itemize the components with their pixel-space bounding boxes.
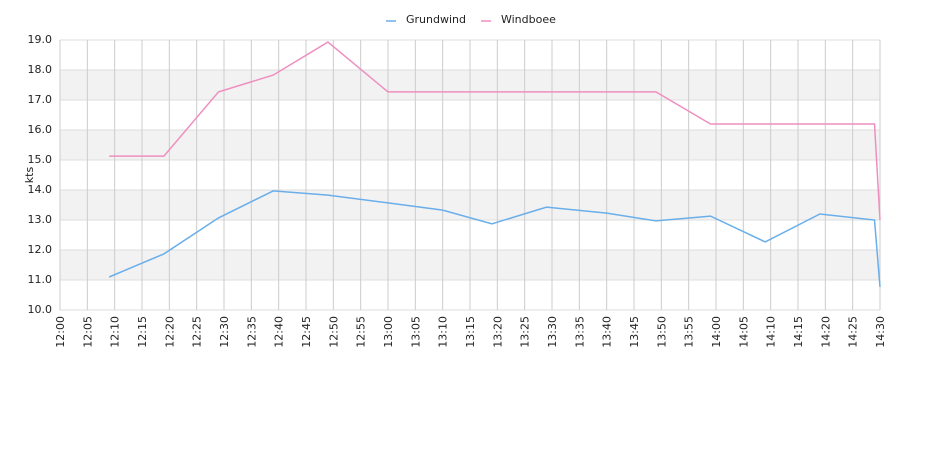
series-line	[109, 41, 881, 221]
x-tick-label: 12:45	[300, 316, 313, 348]
legend-label: Windboee	[501, 13, 556, 26]
x-tick-label: 13:10	[437, 316, 450, 348]
x-tick-label: 12:05	[81, 316, 94, 348]
x-tick-label: 12:25	[191, 316, 204, 348]
x-tick-label: 12:35	[245, 316, 258, 348]
legend-label: Grundwind	[406, 13, 466, 26]
x-tick-label: 13:50	[655, 316, 668, 348]
x-tick-label: 13:20	[491, 316, 504, 348]
y-tick-label: 16.0	[28, 123, 53, 136]
x-tick-label: 12:10	[109, 316, 122, 348]
x-tick-label: 13:35	[573, 316, 586, 348]
y-tick-label: 18.0	[28, 63, 53, 76]
x-tick-label: 14:15	[792, 316, 805, 348]
x-tick-label: 13:40	[601, 316, 614, 348]
x-tick-label: 12:40	[273, 316, 286, 348]
y-axis-label: kts	[23, 167, 36, 184]
x-tick-label: 14:30	[874, 316, 887, 348]
x-tick-label: 12:15	[136, 316, 149, 348]
y-tick-label: 12.0	[28, 243, 53, 256]
x-tick-label: 13:05	[409, 316, 422, 348]
y-tick-label: 14.0	[28, 183, 53, 196]
x-tick-label: 13:45	[628, 316, 641, 348]
x-tick-label: 12:00	[54, 316, 67, 348]
x-tick-label: 13:30	[546, 316, 559, 348]
x-tick-label: 14:05	[737, 316, 750, 348]
y-tick-label: 10.0	[28, 303, 53, 316]
x-tick-label: 14:20	[819, 316, 832, 348]
x-tick-label: 14:10	[765, 316, 778, 348]
y-tick-label: 19.0	[28, 33, 53, 46]
x-tick-label: 12:55	[355, 316, 368, 348]
x-tick-label: 12:20	[163, 316, 176, 348]
x-tick-label: 14:00	[710, 316, 723, 348]
y-tick-label: 15.0	[28, 153, 53, 166]
x-tick-label: 12:50	[327, 316, 340, 348]
y-tick-label: 17.0	[28, 93, 53, 106]
x-tick-label: 13:55	[683, 316, 696, 348]
x-tick-label: 13:25	[519, 316, 532, 348]
x-tick-label: 13:00	[382, 316, 395, 348]
y-tick-label: 11.0	[28, 273, 53, 286]
y-tick-label: 13.0	[28, 213, 53, 226]
x-tick-label: 14:25	[847, 316, 860, 348]
x-tick-label: 13:15	[464, 316, 477, 348]
x-tick-label: 12:30	[218, 316, 231, 348]
series-line	[108, 190, 881, 287]
